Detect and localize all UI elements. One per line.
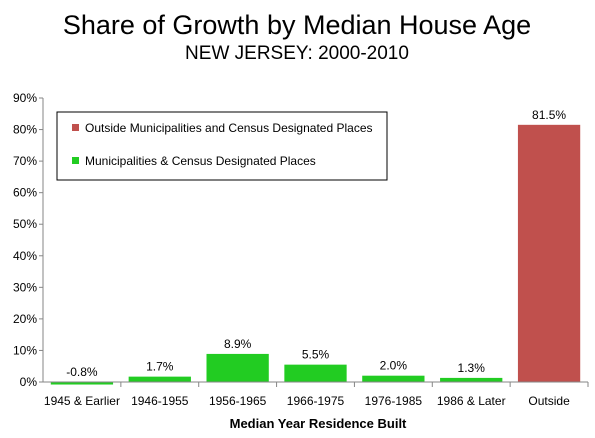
- data-label-3: 5.5%: [302, 348, 330, 362]
- bar-1: [128, 376, 191, 382]
- data-label-5: 1.3%: [458, 361, 486, 375]
- x-axis-title: Median Year Residence Built: [230, 416, 407, 431]
- legend: Outside Municipalities and Census Design…: [56, 111, 388, 181]
- data-label-6: 81.5%: [532, 108, 566, 122]
- bar-6: [517, 124, 581, 383]
- chart-subtitle: NEW JERSEY: 2000-2010: [185, 43, 409, 64]
- data-label-2: 8.9%: [224, 337, 252, 351]
- legend-swatch-municipalities: [72, 157, 79, 164]
- bar-2: [206, 353, 269, 382]
- x-tick-label: 1976-1985: [365, 394, 423, 408]
- x-tick-label: 1945 & Earlier: [44, 394, 120, 408]
- x-tick-label: 1956-1965: [209, 394, 267, 408]
- bar-0: [50, 382, 114, 385]
- bar-5: [440, 377, 503, 382]
- y-tick-label: 60%: [13, 186, 37, 200]
- y-tick-label: 80%: [13, 123, 37, 137]
- bars: -0.8% 1.7% 8.9% 5.5% 2.0% 1.3% 81.5%: [50, 108, 581, 385]
- legend-label-outside: Outside Municipalities and Census Design…: [85, 121, 373, 135]
- y-axis: 0% 10% 20% 30% 40% 50% 60% 70% 80% 90%: [13, 91, 44, 389]
- legend-label-municipalities: Municipalities & Census Designated Place…: [85, 154, 316, 168]
- y-tick-label: 90%: [13, 91, 37, 105]
- x-tick-label: 1986 & Later: [437, 394, 506, 408]
- chart-title: Share of Growth by Median House Age: [63, 10, 531, 40]
- x-axis: 1945 & Earlier 1946-1955 1956-1965 1966-197…: [43, 381, 589, 408]
- x-tick-label: 1946-1955: [131, 394, 189, 408]
- y-tick-label: 50%: [13, 217, 37, 231]
- bar-4: [362, 375, 425, 382]
- y-tick-label: 40%: [13, 249, 37, 263]
- data-label-0: -0.8%: [66, 365, 98, 379]
- data-label-1: 1.7%: [146, 360, 174, 374]
- y-tick-label: 30%: [13, 280, 37, 294]
- y-tick-label: 0%: [20, 375, 38, 389]
- bar-3: [284, 364, 347, 382]
- y-tick-label: 70%: [13, 154, 37, 168]
- data-label-4: 2.0%: [380, 359, 408, 373]
- x-tick-label: 1966-1975: [287, 394, 345, 408]
- legend-box: [56, 111, 388, 181]
- legend-swatch-outside: [72, 124, 79, 131]
- y-tick-label: 20%: [13, 312, 37, 326]
- y-tick-label: 10%: [13, 343, 37, 357]
- x-tick-label: Outside: [528, 394, 570, 408]
